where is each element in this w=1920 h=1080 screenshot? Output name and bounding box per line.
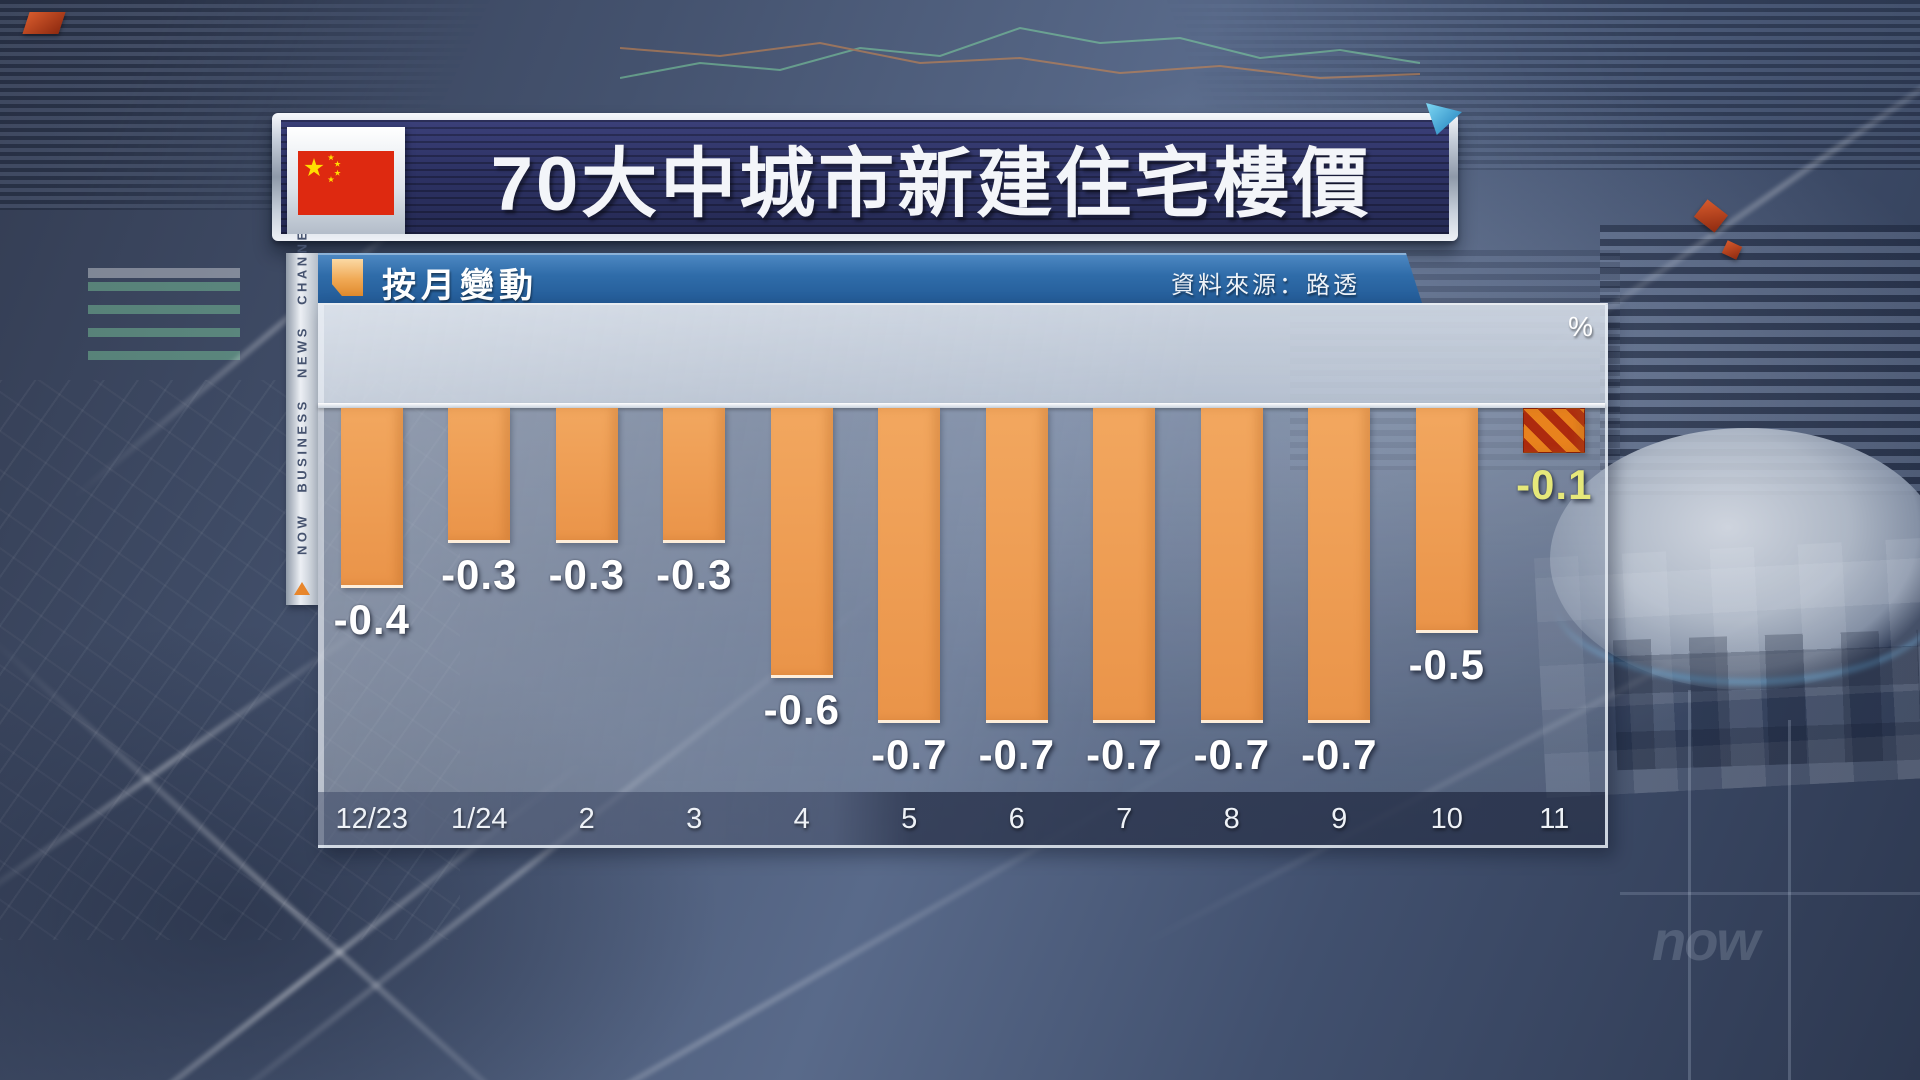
bar [448, 408, 511, 543]
bg-checkerboard-dark [1612, 629, 1920, 771]
axis-label: 10 [1430, 803, 1463, 835]
channel-strip: NOW BUSINESS NEWS CHANNEL [286, 216, 318, 605]
axis-label: 8 [1223, 803, 1240, 835]
bar [1093, 408, 1156, 723]
axis-label: 12/23 [335, 803, 409, 835]
axis-label: 6 [1008, 803, 1025, 835]
page-title: 70大中城市新建住宅樓價 [490, 142, 1372, 227]
bar-value-label: -0.3 [548, 551, 625, 598]
bar-value-label: -0.7 [1301, 731, 1378, 778]
bar-value-label: -0.3 [656, 551, 733, 598]
bar-value-label: -0.5 [1408, 641, 1485, 688]
bar-value-label: -0.4 [333, 596, 410, 643]
axis-label: 3 [686, 803, 703, 835]
bar-value-label: -0.6 [763, 686, 840, 733]
axis-label: 7 [1116, 803, 1133, 835]
bar-value-label: -0.7 [1193, 731, 1270, 778]
china-flag-icon [298, 151, 394, 215]
chart-subtitle: 按月變動 [382, 267, 538, 305]
bg-red-chip [1721, 240, 1743, 260]
axis-label: 9 [1331, 803, 1348, 835]
subtitle-bar: 按月變動 資料來源：路透 [318, 253, 1422, 303]
bar [663, 408, 726, 543]
bg-disc-glow [1555, 520, 1920, 685]
bar [1415, 408, 1478, 633]
bg-grid-line [1688, 690, 1691, 1080]
bar [340, 408, 403, 588]
bg-sparkline-decor [620, 26, 1420, 80]
bar-value-label: -0.7 [871, 731, 948, 778]
bar [770, 408, 833, 678]
chart-panel: % -0.4 -0.3 -0.3 -0.3 -0.6 -0.7 -0.7 -0.7 -0.7 -0… [318, 303, 1608, 848]
bar [878, 408, 941, 723]
bg-green-bars-decor [88, 268, 240, 360]
bg-red-chip [1693, 199, 1729, 233]
axis-band: 12/23 1/24 2 3 4 5 6 7 8 9 10 11 [318, 792, 1605, 848]
axis-label: 4 [793, 803, 810, 835]
bg-scanlines-right [1600, 225, 1920, 495]
page-fold-icon [332, 259, 363, 296]
bar-value-label: -0.7 [1086, 731, 1163, 778]
bg-grid-line [1620, 892, 1920, 895]
data-source-label: 資料來源：路透 [1171, 272, 1360, 299]
axis-label: 5 [901, 803, 918, 835]
now-watermark: now [1652, 909, 1760, 972]
axis-label: 1/24 [451, 803, 508, 835]
bar-value-label: -0.3 [441, 551, 518, 598]
bg-red-chip [22, 12, 66, 34]
unit-label: % [1568, 311, 1593, 342]
channel-strip-label: NOW BUSINESS NEWS CHANNEL [294, 216, 310, 555]
title-banner-inner: 70大中城市新建住宅樓價 [281, 120, 1449, 234]
bar [1308, 408, 1371, 723]
axis-label: 11 [1539, 803, 1570, 835]
flag-plate [287, 127, 405, 234]
bar [555, 408, 618, 543]
bar-highlighted [1523, 408, 1586, 453]
bars-layer: -0.4 -0.3 -0.3 -0.3 -0.6 -0.7 -0.7 -0.7 -0.7 -0.7… [318, 305, 1605, 848]
title-banner: 70大中城市新建住宅樓價 [272, 103, 1462, 241]
axis-label: 2 [578, 803, 595, 835]
bg-grid-line [1788, 720, 1791, 1080]
zero-axis-line [318, 403, 1605, 408]
bar-value-label: -0.1 [1516, 461, 1593, 508]
bar [985, 408, 1048, 723]
up-triangle-icon [294, 582, 310, 595]
bar [1200, 408, 1263, 723]
bar-value-label: -0.7 [978, 731, 1055, 778]
